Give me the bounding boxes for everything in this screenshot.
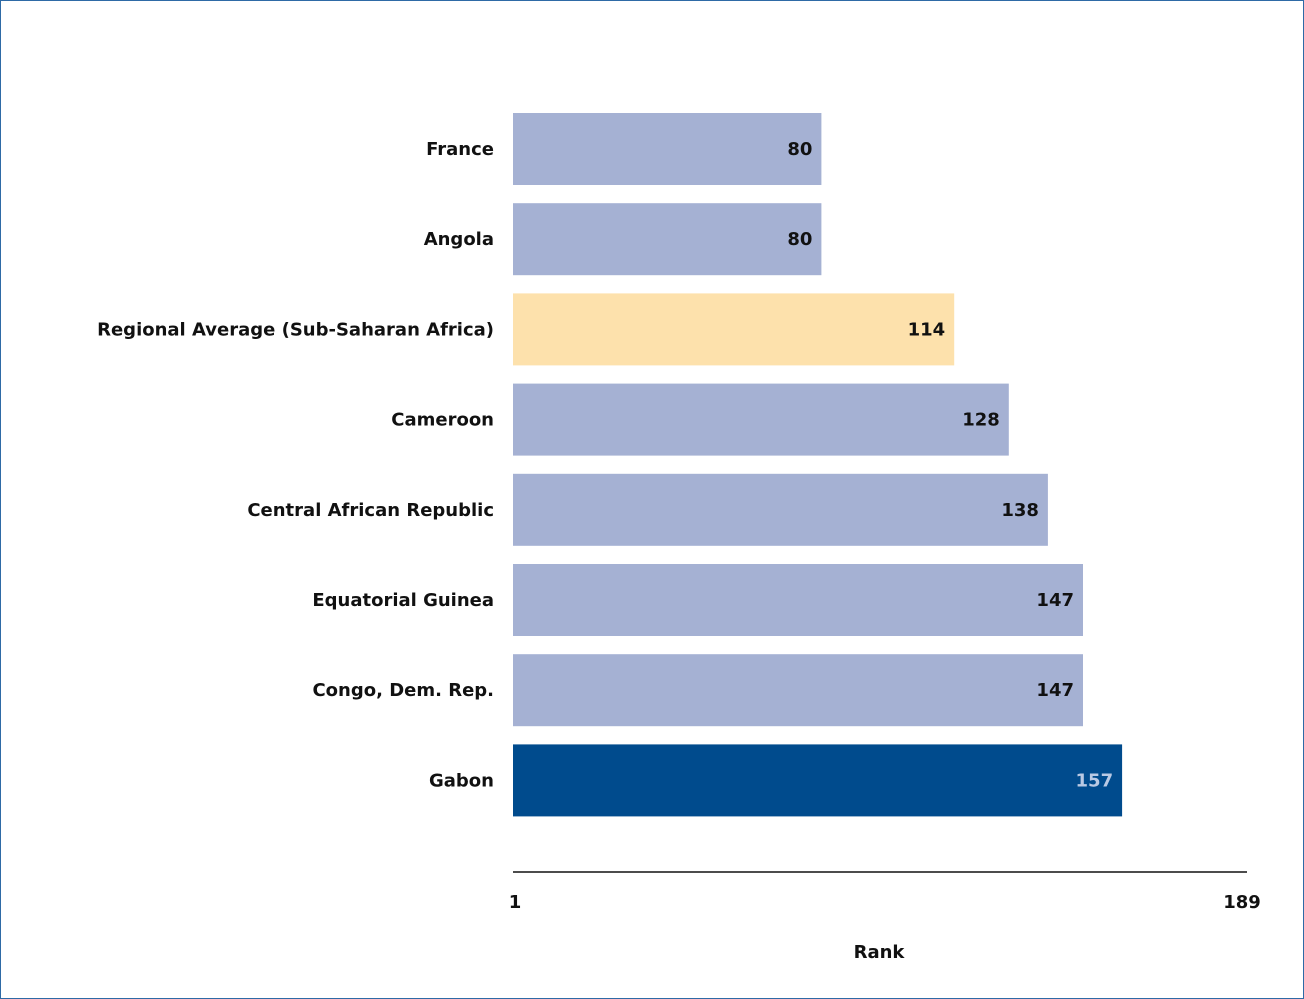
category-label-equatorial-guinea: Equatorial Guinea <box>312 590 494 611</box>
category-label-angola: Angola <box>424 229 494 250</box>
bar-angola <box>513 203 822 276</box>
value-label-france: 80 <box>787 139 812 160</box>
category-label-congo-dem-rep: Congo, Dem. Rep. <box>312 680 494 701</box>
bar-regional-average-sub-saharan-africa <box>513 293 955 366</box>
bar-equatorial-guinea <box>513 564 1083 636</box>
bar-central-african-republic <box>513 473 1048 546</box>
value-label-equatorial-guinea: 147 <box>1036 590 1074 611</box>
value-label-gabon: 157 <box>1076 770 1114 791</box>
bar-cameroon <box>513 383 1009 456</box>
category-label-regional-average-sub-saharan-africa: Regional Average (Sub-Saharan Africa) <box>97 319 494 340</box>
value-label-cameroon: 128 <box>962 410 1000 431</box>
category-label-gabon: Gabon <box>429 770 494 791</box>
value-label-regional-average-sub-saharan-africa: 114 <box>908 319 946 340</box>
x-tick-max: 189 <box>1223 892 1261 913</box>
category-label-cameroon: Cameroon <box>391 410 494 431</box>
value-label-angola: 80 <box>787 229 812 250</box>
value-label-congo-dem-rep: 147 <box>1036 680 1074 701</box>
bars-group: France 80 Angola 80 Regional Average (Sub-Sa… <box>97 113 1123 817</box>
x-axis-title: Rank <box>854 942 906 963</box>
x-tick-min: 1 <box>509 892 522 913</box>
category-label-central-african-republic: Central African Republic <box>247 500 494 521</box>
category-label-france: France <box>426 139 494 160</box>
bar-france <box>513 113 822 185</box>
bar-congo-dem-rep <box>513 654 1083 727</box>
bar-gabon <box>513 744 1123 817</box>
value-label-central-african-republic: 138 <box>1001 500 1039 521</box>
